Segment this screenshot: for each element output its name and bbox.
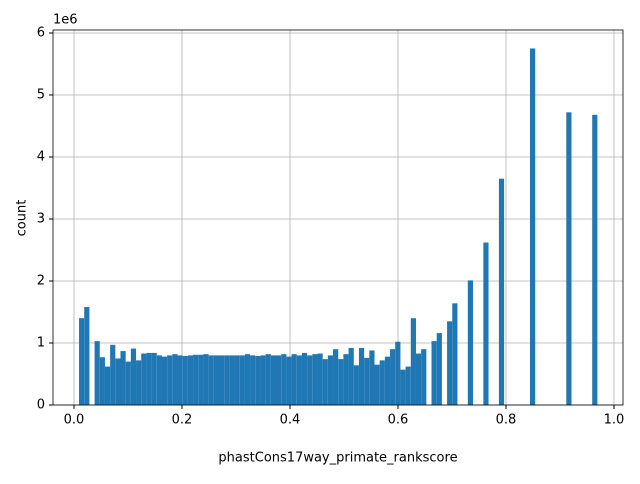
bar	[530, 48, 536, 406]
bar	[125, 361, 131, 405]
bar	[405, 366, 411, 405]
bar	[193, 354, 199, 405]
bar	[270, 355, 277, 405]
bar	[182, 356, 188, 405]
bar	[208, 355, 214, 405]
bar	[94, 341, 100, 405]
bar	[296, 355, 302, 405]
bar	[250, 355, 256, 405]
bar	[483, 242, 489, 405]
bar	[286, 356, 292, 405]
bar	[327, 355, 334, 405]
bar	[260, 355, 266, 405]
bar	[338, 359, 344, 405]
bar	[415, 353, 422, 405]
y-tick-label: 5	[37, 87, 45, 102]
y-tick-label: 3	[37, 211, 45, 226]
bar	[395, 341, 401, 405]
bar	[353, 365, 359, 405]
bar	[410, 318, 416, 405]
bar	[421, 349, 427, 405]
bar	[255, 356, 261, 405]
bar	[566, 112, 572, 405]
x-tick-label: 0.0	[64, 413, 85, 428]
bar	[447, 321, 453, 405]
y-tick-label: 1	[37, 335, 45, 350]
bar	[369, 350, 375, 405]
bar	[213, 355, 219, 405]
bar	[172, 354, 178, 405]
bar	[151, 352, 157, 405]
bar	[198, 354, 204, 405]
y-tick-label: 4	[37, 149, 45, 164]
bar	[203, 354, 209, 405]
x-tick-label: 0.4	[280, 413, 301, 428]
bar	[312, 354, 318, 405]
bar	[115, 358, 121, 405]
bar	[592, 114, 598, 406]
bar	[291, 354, 297, 405]
bar	[187, 355, 194, 405]
bar	[322, 359, 328, 405]
bar	[229, 355, 235, 405]
bar	[136, 360, 142, 405]
bar	[234, 355, 240, 405]
x-axis-label: phastCons17way_primate_rankscore	[218, 451, 457, 466]
bar	[239, 355, 245, 405]
x-tick-label: 0.2	[172, 413, 193, 428]
bar	[374, 364, 380, 405]
bar	[104, 366, 111, 405]
y-tick-label: 0	[37, 398, 45, 413]
bar	[156, 355, 162, 405]
bar	[301, 352, 308, 405]
bar	[358, 347, 365, 405]
y-tick-label: 2	[37, 273, 45, 288]
bar	[307, 355, 313, 405]
x-tick-label: 0.8	[496, 413, 517, 428]
bar	[436, 333, 442, 405]
bar	[467, 280, 473, 405]
bar	[84, 307, 90, 405]
bar	[161, 356, 168, 405]
bar	[141, 353, 147, 405]
y-offset-label: 1e6	[53, 13, 78, 28]
bar	[452, 303, 458, 405]
bar	[343, 354, 349, 405]
bar	[379, 360, 385, 405]
bar	[276, 355, 282, 405]
bar	[99, 357, 105, 405]
bar	[431, 341, 437, 405]
bar	[400, 369, 406, 405]
bar	[79, 318, 85, 405]
bar	[364, 357, 370, 405]
bar	[348, 347, 354, 405]
bar	[224, 355, 230, 405]
bar	[390, 349, 396, 405]
bar	[218, 355, 225, 405]
bar	[177, 355, 183, 405]
plot-frame	[52, 29, 624, 406]
bar	[244, 354, 251, 405]
y-axis-label: count	[15, 200, 30, 237]
bar	[333, 349, 339, 405]
bar	[120, 351, 126, 405]
bar	[317, 353, 323, 405]
bar	[281, 354, 287, 405]
bar	[167, 355, 173, 405]
x-tick-label: 0.6	[388, 413, 409, 428]
bar	[130, 348, 137, 405]
bar	[265, 354, 271, 405]
bar	[146, 352, 152, 405]
bar	[110, 344, 116, 405]
bar	[498, 178, 505, 405]
x-tick-label: 1.0	[604, 413, 625, 428]
bar	[384, 356, 391, 405]
y-tick-label: 6	[37, 25, 45, 40]
